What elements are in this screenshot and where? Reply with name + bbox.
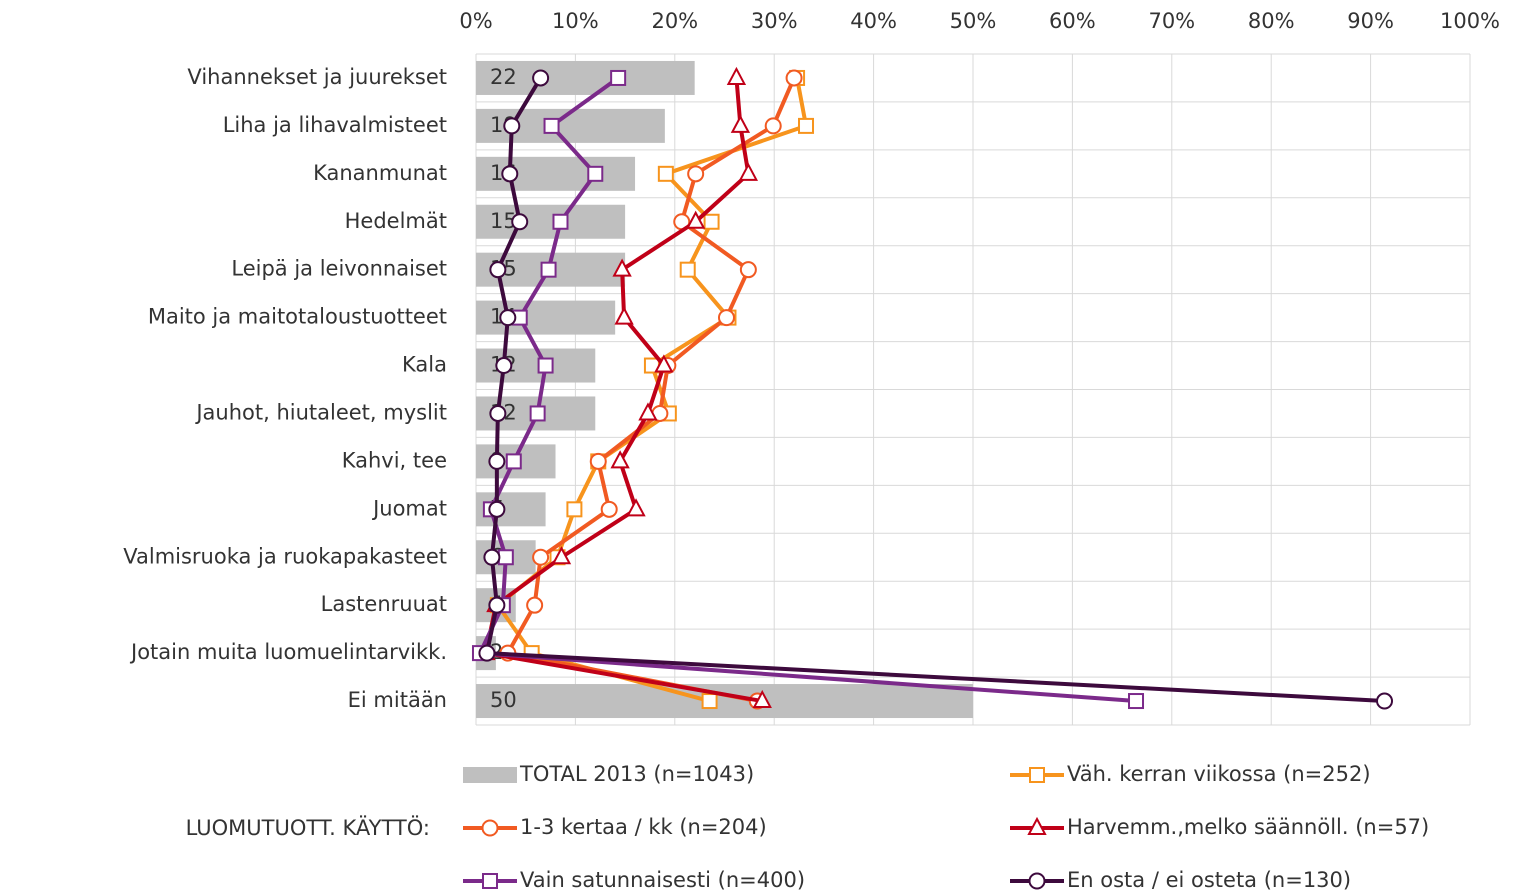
point <box>589 452 607 470</box>
y-tick-label: Leipä ja leivonnaiset <box>231 257 447 281</box>
legend-marker <box>481 819 499 837</box>
point <box>526 596 544 614</box>
legend-label: En osta / ei osteta (n=130) <box>1067 868 1351 892</box>
legend-marker <box>1027 816 1047 835</box>
point <box>679 261 696 278</box>
point <box>798 117 815 134</box>
y-tick-label: Jauhot, hiutaleet, myslit <box>194 400 447 424</box>
y-tick-label: Jotain muita luomuelintarvikk. <box>129 640 447 664</box>
point <box>686 210 706 229</box>
point <box>764 117 782 135</box>
point <box>687 165 705 183</box>
bar <box>476 204 626 239</box>
x-tick-label: 0% <box>459 9 492 33</box>
x-tick-label: 40% <box>850 9 897 33</box>
bar-value-label: 50 <box>490 688 517 712</box>
point <box>703 213 720 230</box>
legend-label: Väh. kerran viikossa (n=252) <box>1067 762 1371 786</box>
point <box>726 66 747 85</box>
y-tick-label: Juomat <box>371 496 447 520</box>
point <box>488 452 506 470</box>
point <box>587 165 604 182</box>
point <box>638 402 658 421</box>
legend-label: 1-3 kertaa / kk (n=204) <box>520 815 767 839</box>
point <box>717 309 735 327</box>
legend-label: TOTAL 2013 (n=1043) <box>519 762 754 786</box>
point <box>532 548 550 566</box>
point <box>738 162 759 181</box>
point <box>478 644 496 662</box>
point <box>511 213 529 231</box>
x-tick-label: 10% <box>552 9 599 33</box>
y-tick-label: Hedelmät <box>345 209 447 233</box>
point <box>730 114 751 133</box>
point <box>610 450 630 469</box>
y-tick-label: Lastenruuat <box>321 592 447 616</box>
bar <box>476 60 695 95</box>
point <box>1128 693 1145 710</box>
point <box>701 693 718 710</box>
point <box>610 69 627 86</box>
point <box>600 500 618 518</box>
y-tick-label: Kahvi, tee <box>342 448 447 472</box>
point <box>1376 692 1394 710</box>
legend-marker <box>1029 767 1045 783</box>
y-tick-label: Ei mitään <box>348 688 447 712</box>
point <box>654 354 674 373</box>
legend-marker <box>482 873 498 889</box>
point <box>501 165 519 183</box>
point <box>752 689 772 709</box>
y-tick-label: Valmisruoka ja ruokapakasteet <box>123 544 447 568</box>
point <box>489 404 507 422</box>
point <box>626 498 646 517</box>
point <box>499 309 517 327</box>
legend-label: Vain satunnaisesti (n=400) <box>520 868 805 892</box>
point <box>543 117 560 134</box>
bar <box>476 300 616 335</box>
y-tick-label: Kala <box>402 353 447 377</box>
x-tick-label: 80% <box>1248 9 1295 33</box>
y-tick-label: Vihannekset ja juurekset <box>187 65 447 89</box>
point <box>532 69 550 87</box>
y-tick-label: Maito ja maitotaloustuotteet <box>148 305 447 329</box>
point <box>488 500 506 518</box>
point <box>551 546 572 565</box>
y-tick-label: Kananmunat <box>313 161 447 185</box>
point <box>489 261 507 279</box>
point <box>540 261 557 278</box>
point <box>739 261 757 279</box>
y-tick-label: Liha ja lihavalmisteet <box>223 113 447 137</box>
bar <box>476 684 973 719</box>
x-tick-label: 70% <box>1148 9 1195 33</box>
point <box>529 405 546 422</box>
legend-marker <box>1028 872 1046 890</box>
x-tick-label: 50% <box>950 9 997 33</box>
point <box>657 165 674 182</box>
x-tick-label: 90% <box>1347 9 1394 33</box>
x-tick-label: 20% <box>651 9 698 33</box>
legend-title: LUOMUTUOTT. KÄYTTÖ: <box>186 815 430 840</box>
point <box>552 213 569 230</box>
point <box>537 357 554 374</box>
x-tick-label: 30% <box>751 9 798 33</box>
legend-swatch <box>463 767 517 783</box>
point <box>488 596 506 614</box>
point <box>497 549 514 566</box>
point <box>566 501 583 518</box>
point <box>503 117 521 135</box>
point <box>614 306 634 325</box>
point <box>612 258 632 277</box>
x-tick-label: 60% <box>1049 9 1096 33</box>
legend-label: Harvemm.,melko säännöll. (n=57) <box>1067 815 1429 839</box>
x-tick-label: 100% <box>1440 9 1500 33</box>
point <box>483 548 501 566</box>
bar-value-label: 22 <box>490 65 517 89</box>
point <box>495 357 513 375</box>
point <box>505 453 522 470</box>
point <box>785 69 803 87</box>
